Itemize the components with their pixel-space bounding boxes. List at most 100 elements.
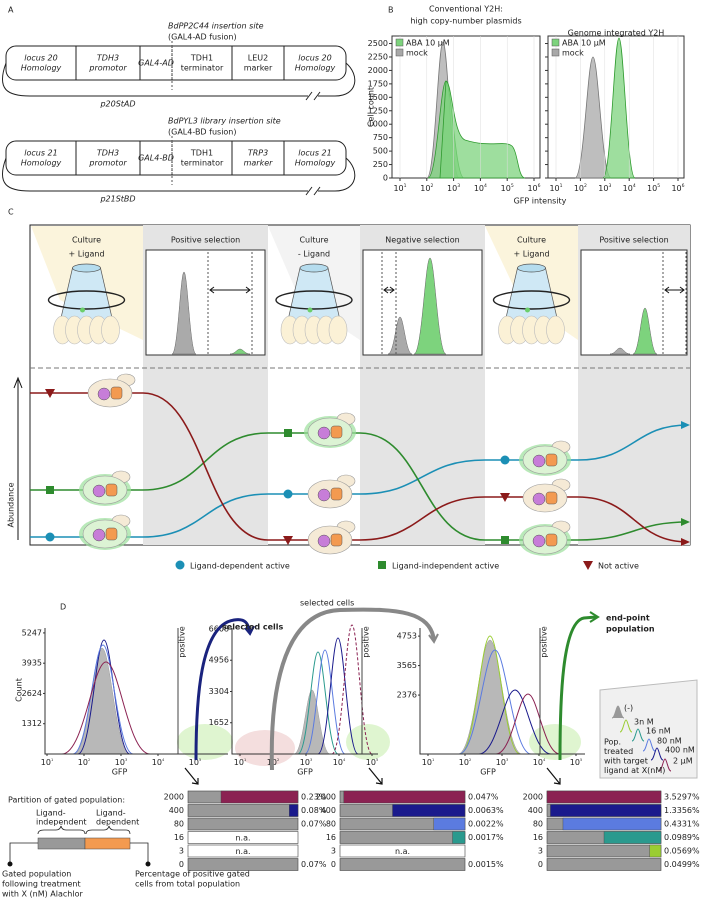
plasmid-name: p20StAD xyxy=(99,100,135,109)
legend-swatch xyxy=(551,48,560,57)
tick-exponent: 2 xyxy=(277,758,279,762)
histogram-line xyxy=(478,689,552,755)
arrowhead xyxy=(681,518,690,526)
na-bar xyxy=(339,844,466,858)
x-tick-label: 103 xyxy=(300,758,312,767)
y-tick-label: 2000 xyxy=(368,66,388,75)
histogram-line xyxy=(77,639,131,755)
percentage-label: 0.08% xyxy=(301,806,327,815)
tick-base: 10 xyxy=(115,758,125,767)
prey-protein xyxy=(545,491,558,505)
tick-base: 10 xyxy=(574,184,584,193)
percentage-label: 0.0989% xyxy=(664,833,700,842)
legend-curve xyxy=(650,747,664,761)
bait-protein xyxy=(317,488,331,502)
histogram-line xyxy=(61,661,151,755)
x-tick-label: 105 xyxy=(647,183,660,193)
break-mark xyxy=(305,186,321,196)
tick-exponent: 2 xyxy=(469,758,471,762)
element-label: TDH1 xyxy=(190,54,213,63)
element-label: Homology xyxy=(21,159,62,168)
percentage-label: 3.5297% xyxy=(664,793,700,802)
histogram-line xyxy=(317,637,359,755)
stage-title: - Ligand xyxy=(298,250,330,259)
stage-title: Positive selection xyxy=(599,236,668,245)
y-tick-label: 1250 xyxy=(368,106,388,115)
dependent-fraction xyxy=(343,790,466,804)
prey-protein xyxy=(330,487,343,501)
histogram-line xyxy=(304,649,346,755)
annotation: selected cells xyxy=(300,599,354,608)
tick-exponent: 2 xyxy=(584,183,587,189)
y-axis-label: Count xyxy=(15,678,24,702)
gated-bar xyxy=(187,858,299,871)
y-tick-label: 2624 xyxy=(22,689,42,698)
x-tick-label: 106 xyxy=(671,183,684,193)
pointer-dot xyxy=(7,861,13,867)
note: Percentage of positive gated xyxy=(135,870,250,879)
tick-base: 10 xyxy=(422,758,432,767)
curve-marker xyxy=(46,486,54,494)
element-label: promotor xyxy=(88,64,127,73)
y-tick-label: 4956 xyxy=(209,656,229,665)
legend-curve xyxy=(642,738,656,752)
bait-protein xyxy=(92,528,106,542)
culture-petal xyxy=(328,315,348,345)
selection-inset xyxy=(145,249,266,356)
row-label: 2000 xyxy=(316,793,336,802)
partition-label: Ligand- xyxy=(96,809,126,818)
gated-bar xyxy=(546,858,662,871)
element-label: Homology xyxy=(295,159,336,168)
culture-top xyxy=(72,263,101,273)
y-tick-label: 2376 xyxy=(397,691,417,700)
culture-top xyxy=(517,263,546,273)
legend-marker xyxy=(378,561,386,569)
tick-base: 10 xyxy=(459,758,469,767)
panel-label: C xyxy=(8,208,14,217)
dependent-fraction xyxy=(550,804,662,817)
independent-swatch xyxy=(37,837,86,850)
bait-protein xyxy=(532,454,546,468)
x-tick-label: 104 xyxy=(533,758,546,767)
histogram-line xyxy=(297,651,339,755)
x-tick-label: 103 xyxy=(496,758,508,767)
x-tick-label: 101 xyxy=(422,758,434,767)
plot-title: Conventional Y2H: xyxy=(429,5,503,14)
row-label: 80 xyxy=(533,820,543,829)
percentage-label: 0.4331% xyxy=(664,820,700,829)
percentage-label: 0.0022% xyxy=(468,820,504,829)
rotation-ring xyxy=(275,290,353,310)
percentage-label: 0.07% xyxy=(301,860,327,869)
inset-histogram xyxy=(171,271,197,355)
gated-bar xyxy=(546,844,662,858)
x-tick-label: 104 xyxy=(333,758,346,767)
legend-label: mock xyxy=(406,49,428,58)
dependent-fraction xyxy=(452,831,466,844)
legend-label: Not active xyxy=(598,562,639,571)
element-label: TDH3 xyxy=(97,149,119,158)
gate-glow xyxy=(346,724,390,760)
histogram-line xyxy=(459,635,521,755)
x-tick-label: 104 xyxy=(623,183,636,193)
axes xyxy=(419,628,585,755)
legend-label: Ligand-independent active xyxy=(392,562,499,571)
y-tick-label: 5247 xyxy=(22,628,42,637)
abundance-curve xyxy=(30,432,689,541)
tick-base: 10 xyxy=(671,184,681,193)
curve-marker xyxy=(45,389,55,398)
tick-exponent: 1 xyxy=(404,183,407,189)
row-label: 3 xyxy=(538,847,543,856)
curve-marker xyxy=(500,493,510,502)
insertion-site: BdPYL3 library insertion site xyxy=(168,117,281,126)
row-label: 3 xyxy=(179,847,184,856)
percentage-label: 0.0569% xyxy=(664,847,700,856)
na-bar xyxy=(187,844,299,858)
tick-exponent: 1 xyxy=(432,758,434,762)
na-label: n.a. xyxy=(235,834,250,843)
note: Gated population xyxy=(2,870,71,879)
element-label: TRP3 xyxy=(248,149,268,158)
backbone xyxy=(1,62,356,97)
abundance-curve xyxy=(30,392,689,543)
break-mark xyxy=(305,91,321,101)
partition-label: dependent xyxy=(96,818,139,827)
